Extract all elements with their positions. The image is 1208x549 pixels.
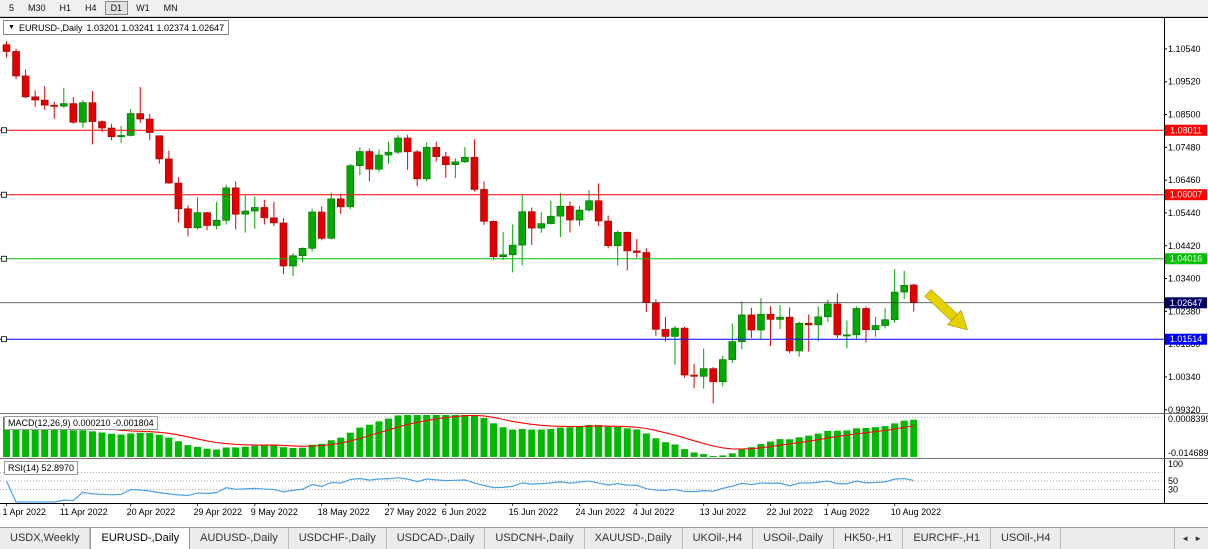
chart-tab-HK50-H1[interactable]: HK50-,H1 <box>834 528 904 549</box>
tab-scroll-left-button[interactable]: ◄ <box>1181 534 1190 543</box>
price-tag: 1.04016 <box>1170 254 1203 264</box>
chart-tab-USOil-Daily[interactable]: USOil-,Daily <box>753 528 835 549</box>
rsi-indicator <box>0 472 1164 503</box>
hline-1.04016[interactable]: 1.04016 <box>0 253 1207 265</box>
tab-scroll-right-button[interactable]: ► <box>1194 534 1202 543</box>
macd-scale-bottom: -0.0146899 <box>1168 448 1208 458</box>
timeframe-button-W1[interactable]: W1 <box>136 3 150 13</box>
collapse-icon[interactable]: ▼ <box>8 23 15 31</box>
timeframe-button-H4[interactable]: H4 <box>85 3 97 13</box>
macd-scale-top: 0.0008399 <box>1168 414 1208 424</box>
arrow-annotation[interactable] <box>921 286 974 337</box>
chart-tab-UKOil-H4[interactable]: UKOil-,H4 <box>683 528 754 549</box>
macd-label: MACD(12,26,9) 0.000210 -0.001804 <box>4 416 158 430</box>
price-tag: 1.08011 <box>1170 125 1202 135</box>
price-axis-label: 1.04420 <box>1168 241 1201 251</box>
price-axis-label: 1.08500 <box>1168 110 1201 120</box>
date-axis-label: 1 Apr 2022 <box>3 507 47 517</box>
hline-1.08011[interactable]: 1.08011 <box>0 124 1207 136</box>
date-axis-label: 4 Jul 2022 <box>633 507 675 517</box>
current-price-tag: 1.02647 <box>1170 298 1203 308</box>
price-axis-label: 1.07480 <box>1168 142 1201 152</box>
date-axis-label: 15 Jun 2022 <box>509 507 559 517</box>
price-axis-label: 1.09520 <box>1168 77 1201 87</box>
chart-tab-XAUUSD-Daily[interactable]: XAUUSD-,Daily <box>585 528 683 549</box>
chart-tab-bar: USDX,Weekly EURUSD-,Daily AUDUSD-,Daily USD… <box>0 527 1208 549</box>
timeframe-button-D1[interactable]: D1 <box>104 1 129 15</box>
ohlc-values: 1.03201 1.03241 1.02374 1.02647 <box>86 22 225 33</box>
chart-tab-AUDUSD-Daily[interactable]: AUDUSD-,Daily <box>190 528 289 549</box>
date-axis-label: 18 May 2022 <box>318 507 370 517</box>
rsi-scale-100: 100 <box>1168 459 1183 469</box>
price-axis-label: 1.10540 <box>1168 44 1201 54</box>
chart-tab-USOil-H4[interactable]: USOil-,H4 <box>991 528 1062 549</box>
chart-tab-EURCHF-H1[interactable]: EURCHF-,H1 <box>903 528 991 549</box>
date-axis-label: 6 Jun 2022 <box>442 507 487 517</box>
current-price-line: 1.02647 <box>0 297 1207 309</box>
chart-tab-USDCNH-Daily[interactable]: USDCNH-,Daily <box>485 528 585 549</box>
chart-tab-USDCHF-Daily[interactable]: USDCHF-,Daily <box>289 528 387 549</box>
chart-area[interactable]: 1.10540 1.09520 1.08500 1.07480 1.06460 1.054… <box>0 17 1208 527</box>
price-axis-label: 0.99320 <box>1168 405 1201 415</box>
price-chart-svg[interactable]: 1.10540 1.09520 1.08500 1.07480 1.06460 1.054… <box>0 17 1208 527</box>
date-axis-label: 29 Apr 2022 <box>194 507 243 517</box>
timeframe-button-M30[interactable]: M30 <box>28 3 46 13</box>
date-axis-label: 1 Aug 2022 <box>824 507 870 517</box>
price-axis-label: 1.02380 <box>1168 306 1201 316</box>
timeframe-button-MN[interactable]: MN <box>163 3 178 13</box>
date-axis-label: 11 Apr 2022 <box>60 507 108 517</box>
chart-tab-USDCAD-Daily[interactable]: USDCAD-,Daily <box>387 528 486 549</box>
price-tag: 1.01514 <box>1170 334 1203 344</box>
candlestick-series[interactable] <box>2 41 918 404</box>
date-axis-label: 24 Jun 2022 <box>576 507 626 517</box>
macd-indicator <box>0 414 1164 457</box>
timeframe-button-5[interactable]: 5 <box>9 3 15 13</box>
price-axis-label: 1.00340 <box>1168 372 1201 382</box>
date-axis-label: 27 May 2022 <box>385 507 437 517</box>
tab-scroll-controls: ◄ ► <box>1174 528 1208 549</box>
price-axis-label: 1.05440 <box>1168 208 1201 218</box>
price-tag: 1.06007 <box>1170 190 1203 200</box>
timeframe-button-H1[interactable]: H1 <box>59 3 72 13</box>
timeframe-toolbar: 5 M30 H1 H4 D1 W1 MN <box>0 0 1208 17</box>
price-axis-label: 1.06460 <box>1168 175 1201 185</box>
date-axis-label: 13 Jul 2022 <box>700 507 747 517</box>
symbol-ohlc-label: ▼ EURUSD-,Daily 1.03201 1.03241 1.02374 … <box>3 20 230 35</box>
date-axis-label: 9 May 2022 <box>251 507 298 517</box>
date-axis-label: 20 Apr 2022 <box>127 507 176 517</box>
chart-tabs: USDX,Weekly EURUSD-,Daily AUDUSD-,Daily USD… <box>0 528 1174 549</box>
rsi-scale-50: 50 <box>1168 476 1178 486</box>
price-axis-label: 1.03400 <box>1168 274 1201 284</box>
date-axis-label: 10 Aug 2022 <box>891 507 942 517</box>
rsi-scale-30: 30 <box>1168 484 1178 494</box>
hline-1.01514[interactable]: 1.01514 <box>0 333 1207 345</box>
date-axis-label: 22 Jul 2022 <box>767 507 814 517</box>
chart-tab-EURUSD-Daily[interactable]: EURUSD-,Daily <box>90 528 191 549</box>
hline-1.06007[interactable]: 1.06007 <box>0 189 1207 201</box>
symbol-name: EURUSD-,Daily <box>18 22 83 33</box>
rsi-label: RSI(14) 52.8970 <box>4 461 79 475</box>
chart-tab-USDX-Weekly[interactable]: USDX,Weekly <box>0 528 91 549</box>
